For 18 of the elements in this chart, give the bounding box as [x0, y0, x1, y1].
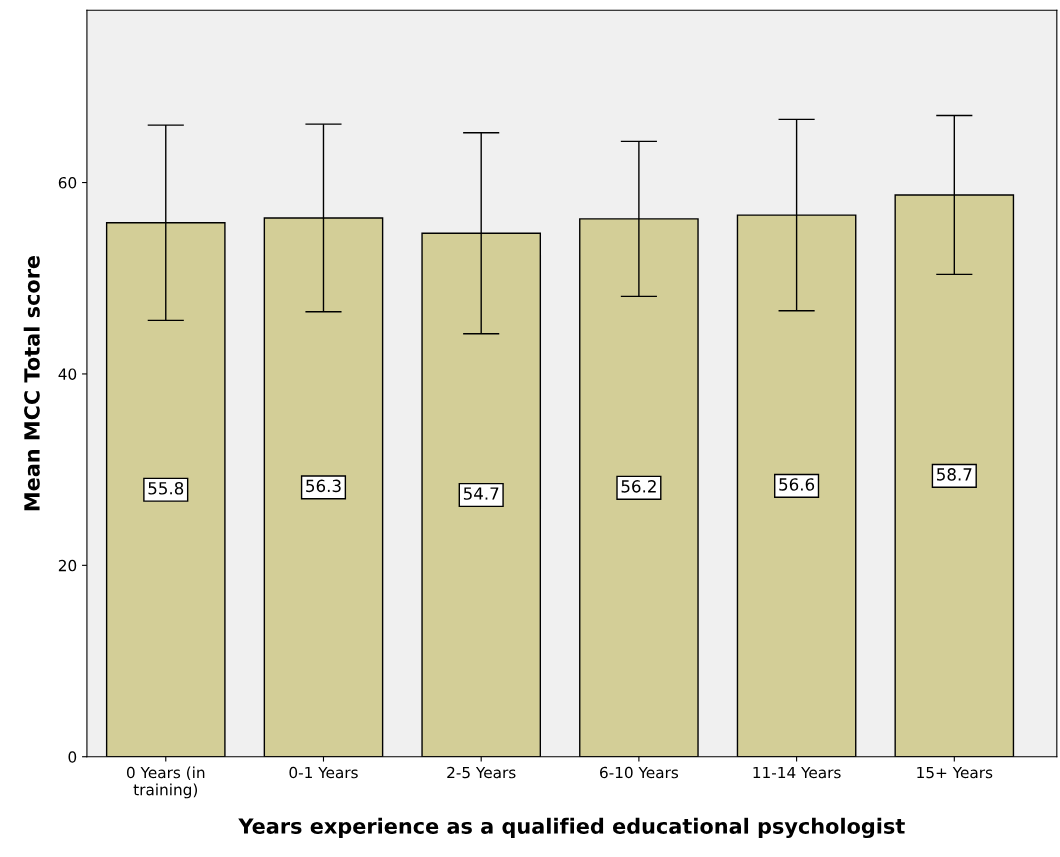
y-tick-label: 40 [58, 368, 77, 380]
data-label: 56.3 [306, 479, 341, 493]
data-label: 54.7 [463, 487, 499, 500]
x-tick-label: 15+ Years [917, 766, 993, 779]
y-tick-label: 20 [58, 559, 77, 572]
x-tick-label: 2-5 Years [447, 766, 516, 779]
y-tick-label: 60 [58, 177, 77, 189]
x-tick-label: 11-14 Years [753, 766, 841, 779]
y-axis-title: Mean MCC Total score [23, 255, 40, 511]
data-label: 56.2 [621, 480, 656, 493]
data-label: 58.7 [937, 468, 972, 481]
x-axis-title: Years experience as a qualified educational psychologist [238, 817, 905, 839]
data-label: 56.6 [779, 478, 815, 491]
x-tick-label: 0-1 Years [289, 766, 358, 779]
y-tick-label: 0 [68, 751, 77, 763]
x-tick-label: 0 Years (in training) [126, 766, 205, 799]
x-tick-label: 6-10 Years [600, 766, 679, 779]
data-label: 55.8 [148, 481, 184, 495]
